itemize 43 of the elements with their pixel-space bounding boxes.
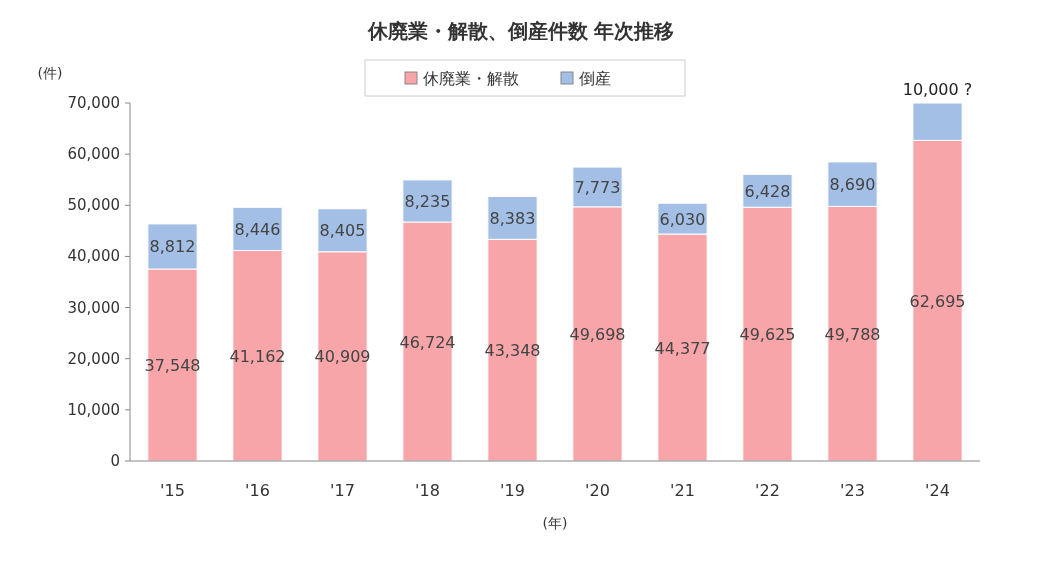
y-axis-title: (件) xyxy=(37,65,63,81)
data-label: 7,773 xyxy=(574,177,621,197)
data-label: 46,724 xyxy=(399,332,456,352)
data-label: 6,428 xyxy=(744,181,791,201)
data-label: 62,695 xyxy=(909,291,966,311)
chart-title: 休廃業・解散、倒産件数 年次推移 xyxy=(366,19,675,43)
data-label: 49,698 xyxy=(569,324,626,344)
y-tick-label: 30,000 xyxy=(67,298,120,317)
data-label: 8,235 xyxy=(404,191,451,211)
x-tick-label: '15 xyxy=(160,481,185,500)
x-tick-label: '16 xyxy=(245,481,270,500)
x-tick-label: '17 xyxy=(330,481,355,500)
data-label: 44,377 xyxy=(654,338,711,358)
x-tick-label: '21 xyxy=(670,481,695,500)
x-tick-label: '20 xyxy=(585,481,610,500)
x-tick-label: '18 xyxy=(415,481,440,500)
data-label: 41,162 xyxy=(229,346,286,366)
data-label: 40,909 xyxy=(314,347,371,367)
data-label: 37,548 xyxy=(144,355,201,375)
data-label: 43,348 xyxy=(484,341,541,361)
x-axis-title: (年) xyxy=(542,515,568,531)
annotation: 10,000 ? xyxy=(902,80,973,99)
y-tick-label: 20,000 xyxy=(67,349,120,368)
legend-label: 休廃業・解散 xyxy=(423,69,519,88)
y-tick-label: 50,000 xyxy=(67,196,120,215)
x-tick-label: '23 xyxy=(840,481,865,500)
y-tick-label: 60,000 xyxy=(67,145,120,164)
x-tick-label: '22 xyxy=(755,481,780,500)
data-label: 8,812 xyxy=(149,237,196,257)
data-label: 49,625 xyxy=(739,325,796,345)
data-label: 6,030 xyxy=(659,209,706,229)
data-label: 8,690 xyxy=(829,175,876,195)
x-tick-label: '24 xyxy=(925,481,950,500)
data-label: 8,383 xyxy=(489,208,536,228)
y-tick-label: 70,000 xyxy=(67,94,120,112)
data-label: 8,446 xyxy=(234,219,281,239)
y-tick-label: 10,000 xyxy=(67,400,120,419)
legend-label: 倒産 xyxy=(579,69,611,88)
data-label: 8,405 xyxy=(319,221,366,241)
y-tick-label: 0 xyxy=(110,452,120,470)
data-label: 49,788 xyxy=(824,324,881,344)
y-tick-label: 40,000 xyxy=(67,247,120,266)
x-tick-label: '19 xyxy=(500,481,525,500)
